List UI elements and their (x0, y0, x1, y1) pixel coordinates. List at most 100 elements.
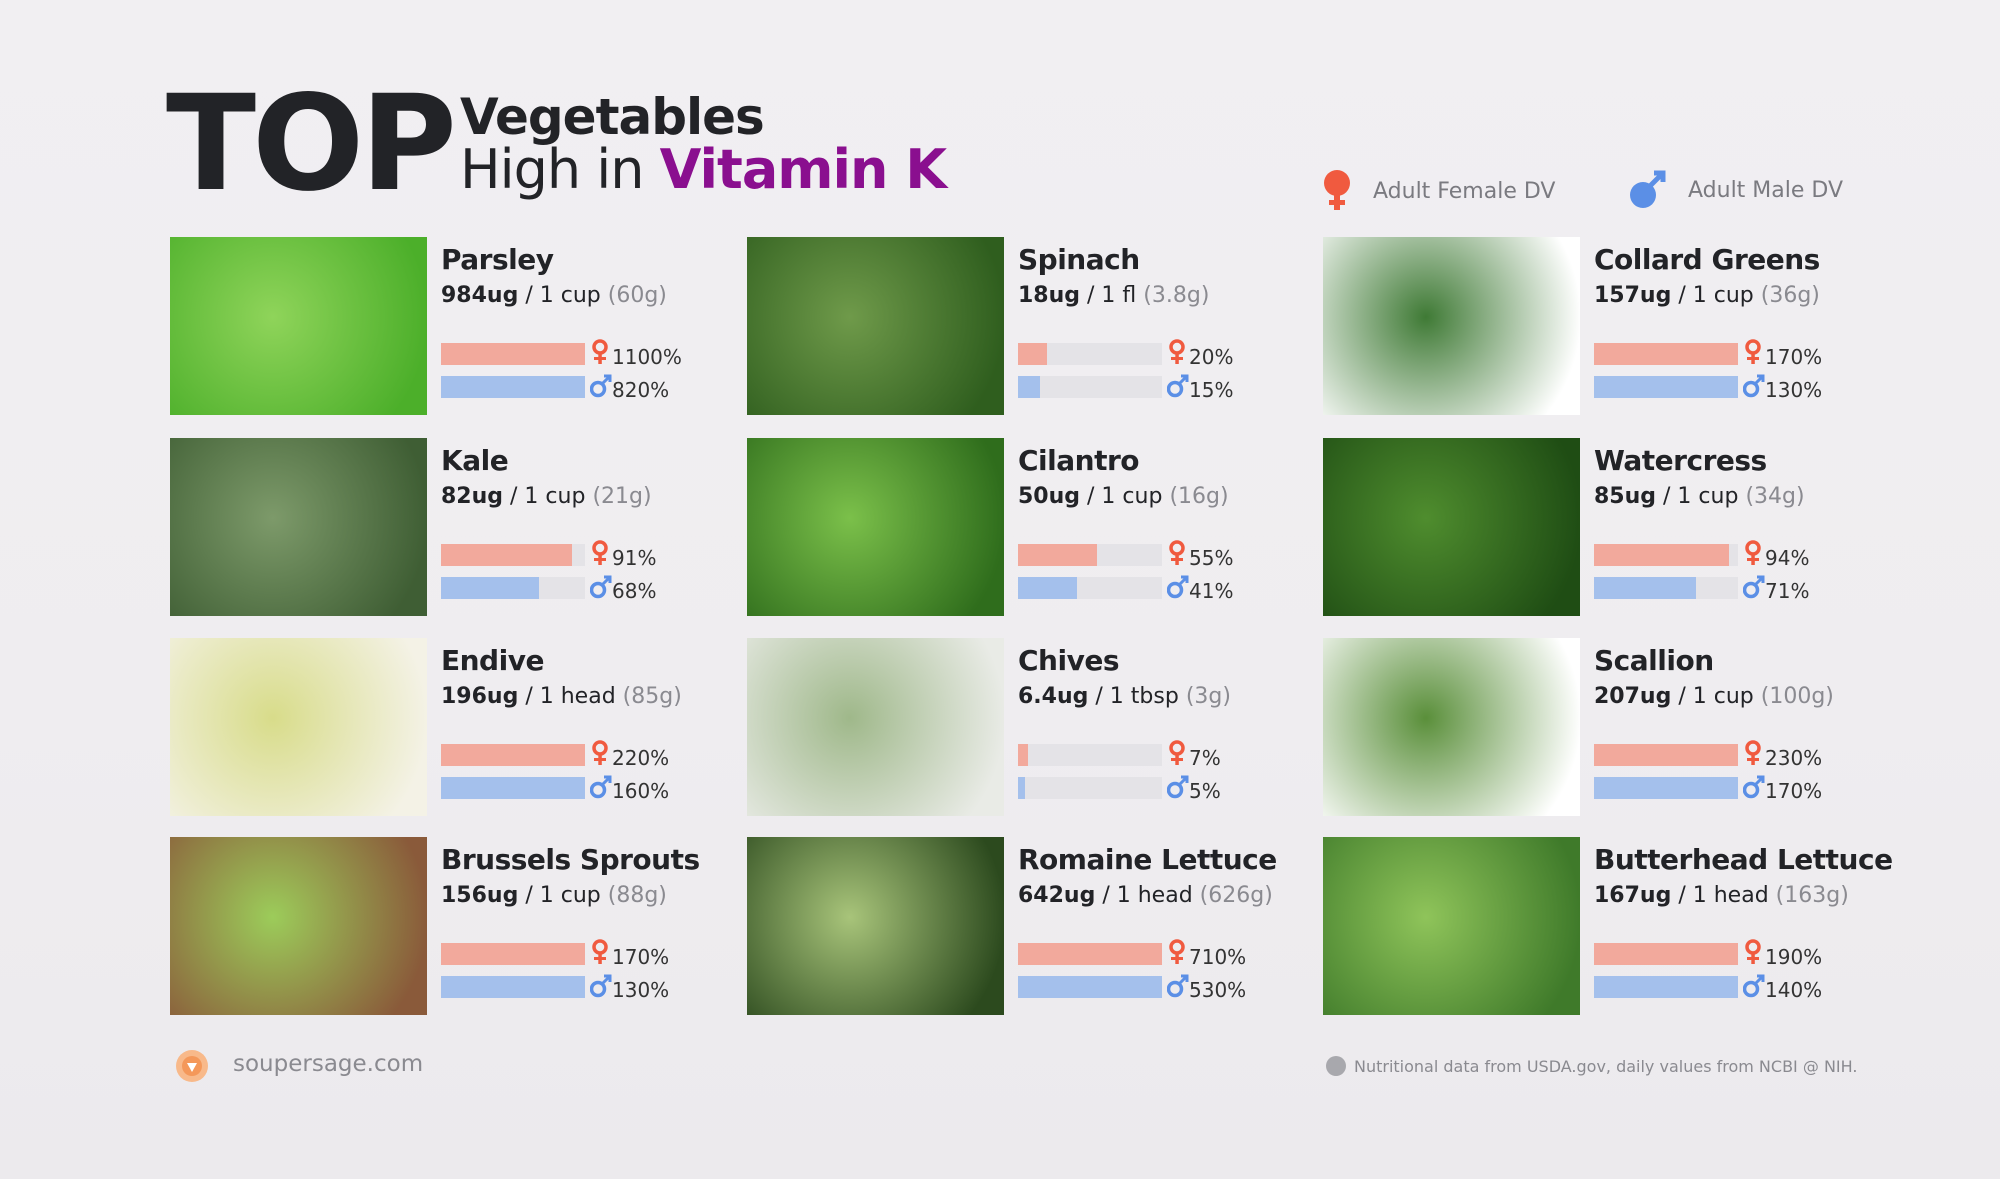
female-icon (590, 339, 610, 365)
male-dv-bar (1594, 976, 1738, 998)
info-dot-icon (1326, 1056, 1346, 1076)
male-icon (1166, 574, 1189, 600)
serving-weight: (34g) (1745, 484, 1805, 509)
footer-note: Nutritional data from USDA.gov, daily va… (1326, 1056, 1857, 1076)
vegetable-name: Chives (1018, 644, 1120, 677)
vitamin-amount: 50ug (1018, 484, 1081, 509)
vegetable-name: Watercress (1594, 444, 1767, 477)
cilantro-image (747, 438, 1004, 616)
male-icon (589, 373, 612, 399)
male-dv-bar-fill (1594, 976, 1738, 998)
serving-size: / 1 fl (1087, 283, 1137, 308)
serving-weight: (163g) (1775, 883, 1849, 908)
serving-weight: (626g) (1199, 883, 1273, 908)
serving-size: / 1 cup (1087, 484, 1163, 509)
male-dv-bar (441, 376, 585, 398)
male-dv-bar (1594, 777, 1738, 799)
serving-size: / 1 tbsp (1095, 684, 1179, 709)
female-icon (1743, 540, 1763, 566)
female-dv-bar-fill (1018, 544, 1098, 566)
female-dv-bar (441, 744, 585, 766)
female-dv-bar-fill (441, 744, 585, 766)
kale-image (170, 438, 427, 616)
male-dv-bar-fill (1594, 577, 1697, 599)
vegetable-card: Cilantro 50ug / 1 cup (16g) 55% 41% (747, 438, 1307, 618)
female-dv-bar-fill (1594, 544, 1730, 566)
vegetable-card: Romaine Lettuce 642ug / 1 head (626g) 71… (747, 837, 1307, 1017)
legend-female: Adult Female DV (1323, 170, 1555, 212)
female-dv-bar-fill (441, 343, 585, 365)
vegetable-name: Cilantro (1018, 444, 1140, 477)
scallion-image (1323, 638, 1580, 816)
male-dv-percent: 68% (612, 579, 657, 603)
male-dv-bar (1018, 976, 1162, 998)
female-dv-bar (1018, 343, 1162, 365)
male-dv-percent: 530% (1189, 978, 1247, 1002)
vitamin-amount: 984ug (441, 283, 519, 308)
vegetable-name: Spinach (1018, 243, 1140, 276)
male-dv-bar-fill (1018, 777, 1026, 799)
vegetable-amount: 167ug / 1 head (163g) (1594, 883, 1849, 908)
female-dv-bar-fill (441, 943, 585, 965)
female-dv-bar (441, 343, 585, 365)
male-dv-percent: 71% (1765, 579, 1810, 603)
serving-weight: (36g) (1760, 283, 1820, 308)
male-icon (1166, 774, 1189, 800)
male-dv-bar-fill (441, 577, 539, 599)
female-dv-bar (1594, 343, 1738, 365)
female-dv-bar (1018, 544, 1162, 566)
serving-size: / 1 head (1102, 883, 1193, 908)
serving-size: / 1 cup (525, 283, 601, 308)
female-dv-bar (1018, 744, 1162, 766)
vegetable-amount: 196ug / 1 head (85g) (441, 684, 682, 709)
female-dv-bar (1594, 943, 1738, 965)
male-icon (589, 774, 612, 800)
male-dv-bar-fill (1594, 777, 1738, 799)
male-dv-percent: 160% (612, 779, 670, 803)
parsley-image (170, 237, 427, 415)
male-dv-percent: 820% (612, 378, 670, 402)
vitamin-amount: 6.4ug (1018, 684, 1089, 709)
vegetable-card: Brussels Sprouts 156ug / 1 cup (88g) 170… (170, 837, 730, 1017)
serving-size: / 1 cup (1678, 684, 1754, 709)
spinach-image (747, 237, 1004, 415)
serving-size: / 1 cup (510, 484, 586, 509)
chives-image (747, 638, 1004, 816)
female-dv-bar (1594, 544, 1738, 566)
vegetable-amount: 156ug / 1 cup (88g) (441, 883, 667, 908)
vegetable-name: Endive (441, 644, 544, 677)
female-dv-bar (441, 943, 585, 965)
butterhead-lettuce-image (1323, 837, 1580, 1015)
female-icon (1743, 339, 1763, 365)
serving-weight: (100g) (1760, 684, 1834, 709)
female-dv-percent: 170% (612, 945, 670, 969)
romaine-lettuce-image (747, 837, 1004, 1015)
male-dv-bar (1594, 577, 1738, 599)
vitamin-amount: 167ug (1594, 883, 1672, 908)
male-dv-bar (441, 976, 585, 998)
vegetable-amount: 82ug / 1 cup (21g) (441, 484, 652, 509)
footer-site-link[interactable]: soupersage.com (233, 1051, 424, 1077)
vitamin-amount: 82ug (441, 484, 504, 509)
male-dv-percent: 15% (1189, 378, 1234, 402)
serving-weight: (16g) (1169, 484, 1229, 509)
male-icon (1742, 373, 1765, 399)
vitamin-amount: 85ug (1594, 484, 1657, 509)
vegetable-card: Spinach 18ug / 1 fl (3.8g) 20% 15% (747, 237, 1307, 417)
vegetable-card: Collard Greens 157ug / 1 cup (36g) 170% … (1323, 237, 1883, 417)
vitamin-amount: 157ug (1594, 283, 1672, 308)
female-dv-bar-fill (1594, 744, 1738, 766)
vegetable-amount: 207ug / 1 cup (100g) (1594, 684, 1834, 709)
vitamin-amount: 196ug (441, 684, 519, 709)
female-dv-percent: 220% (612, 746, 670, 770)
vegetable-amount: 642ug / 1 head (626g) (1018, 883, 1273, 908)
serving-weight: (85g) (622, 684, 682, 709)
female-dv-percent: 1100% (612, 345, 682, 369)
female-dv-bar (441, 544, 585, 566)
female-dv-percent: 230% (1765, 746, 1823, 770)
serving-weight: (60g) (607, 283, 667, 308)
watercress-image (1323, 438, 1580, 616)
male-dv-percent: 140% (1765, 978, 1823, 1002)
female-dv-bar-fill (1594, 943, 1738, 965)
male-dv-bar-fill (441, 376, 585, 398)
